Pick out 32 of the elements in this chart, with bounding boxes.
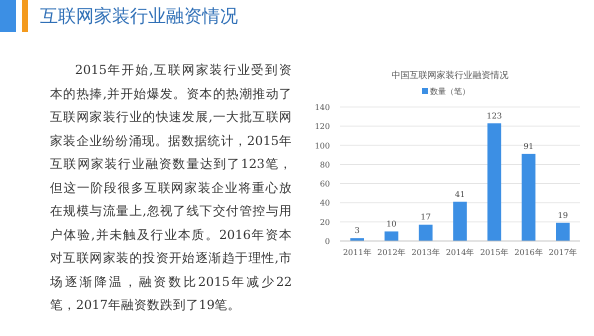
data-label: 123 [486, 111, 502, 120]
y-tick-label: 40 [320, 198, 330, 208]
x-tick-label: 2013年 [412, 248, 440, 257]
bar [384, 231, 398, 241]
y-tick-label: 60 [320, 180, 330, 189]
x-tick-label: 2014年 [446, 248, 474, 257]
chart-subtitle: 中国互联网家装行业融资情况 [392, 70, 508, 81]
text: 2015年开始,互联网家装行业受到资本的热捧,并开始爆发。资本的热潮推动了互联网家装行业的快速发展,一大批互联网家装企业纷纷涌现。据数据统计，2015年互联网家装行业融资数量达到了123笔，但这一阶段很多互联网家装企业将重心放在规模与流量上,忽视了线下交付管控与用户体验,并未触及行业本质。2016年资本对互联网家装的投资开始逐渐趋于理性,市场逐渐降温，融资数比2015年减少22笔，2017年融资数跌到了19笔。 [50, 62, 292, 312]
bar [453, 202, 467, 241]
data-label: 3 [354, 226, 360, 236]
data-label: 41 [454, 190, 466, 199]
bar [418, 224, 433, 241]
data-label: 19 [558, 210, 568, 220]
data-label: 91 [523, 142, 534, 151]
x-tick-label: 2016年 [514, 248, 543, 257]
y-tick-label: 20 [320, 218, 330, 227]
y-tick-label: 120 [314, 122, 330, 132]
bar [556, 222, 570, 241]
y-tick-label: 140 [314, 103, 330, 112]
x-tick-label: 2015年 [480, 248, 508, 257]
legend-label: 数量（笔） [430, 87, 470, 96]
bar [522, 154, 536, 241]
x-tick-label: 2011年 [342, 248, 372, 257]
x-tick-label: 2017年 [548, 248, 578, 257]
data-label: 10 [386, 219, 397, 228]
y-tick-label: 100 [314, 141, 330, 150]
text: 互联网家装行业融资情况 [40, 5, 238, 28]
y-tick-label: 80 [320, 160, 330, 170]
y-tick-label: 0 [324, 237, 330, 246]
data-label: 17 [420, 212, 431, 222]
bar [487, 123, 502, 241]
x-tick-label: 2012年 [377, 248, 406, 257]
